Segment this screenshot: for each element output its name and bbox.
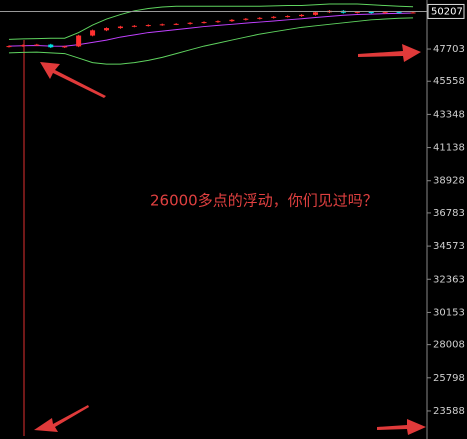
y-tick-label: 43348	[433, 109, 465, 120]
arrow	[34, 405, 89, 432]
candle-body	[90, 30, 96, 36]
last-price-box	[427, 3, 465, 19]
y-tick-label: 25798	[433, 373, 465, 384]
candle-body	[313, 12, 318, 15]
candle-body	[187, 22, 193, 24]
candle-body	[145, 25, 151, 27]
candle-body	[131, 25, 137, 27]
candle-body	[104, 28, 109, 31]
candle-body	[48, 44, 54, 48]
candle-body	[368, 11, 374, 14]
candle-body	[299, 14, 305, 17]
candle-body	[382, 12, 388, 14]
candle-body	[201, 22, 207, 24]
indicator-line	[8, 17, 414, 65]
y-tick-label: 41138	[433, 143, 465, 154]
candle-body	[271, 16, 277, 18]
y-tick-label: 45558	[433, 76, 465, 87]
candle-body	[243, 18, 249, 20]
y-tick-label: 38928	[433, 176, 465, 187]
last-price-label: 50207	[431, 6, 463, 17]
candle-body	[285, 16, 291, 18]
candle-body	[173, 23, 179, 25]
y-tick-label: 23588	[433, 406, 465, 417]
candle-body	[20, 45, 26, 47]
arrow	[358, 44, 421, 62]
candle-body	[354, 11, 360, 13]
indicator-line	[8, 3, 414, 40]
arrow	[40, 62, 106, 98]
y-tick-label: 28008	[433, 340, 465, 351]
y-tick-label: 32363	[433, 274, 465, 285]
candle-body	[159, 24, 165, 26]
candle-body	[257, 17, 263, 19]
y-tick-label: 30153	[433, 307, 465, 318]
candle-body	[215, 21, 221, 23]
candle-body	[76, 35, 82, 47]
y-tick-label: 34573	[433, 241, 465, 252]
candle-body	[396, 12, 402, 14]
arrows	[34, 44, 426, 435]
candle-body	[6, 46, 12, 48]
candle-body	[117, 26, 123, 29]
candle-body	[34, 44, 40, 46]
candle-body	[410, 12, 416, 14]
candle-body	[62, 46, 68, 48]
annotation: 26000多点的浮动，你们见过吗？	[150, 192, 378, 210]
y-tick-label: 47703	[433, 44, 465, 55]
candle-body	[229, 19, 235, 22]
y-tick-label: 36783	[433, 208, 465, 219]
arrow	[377, 419, 426, 435]
